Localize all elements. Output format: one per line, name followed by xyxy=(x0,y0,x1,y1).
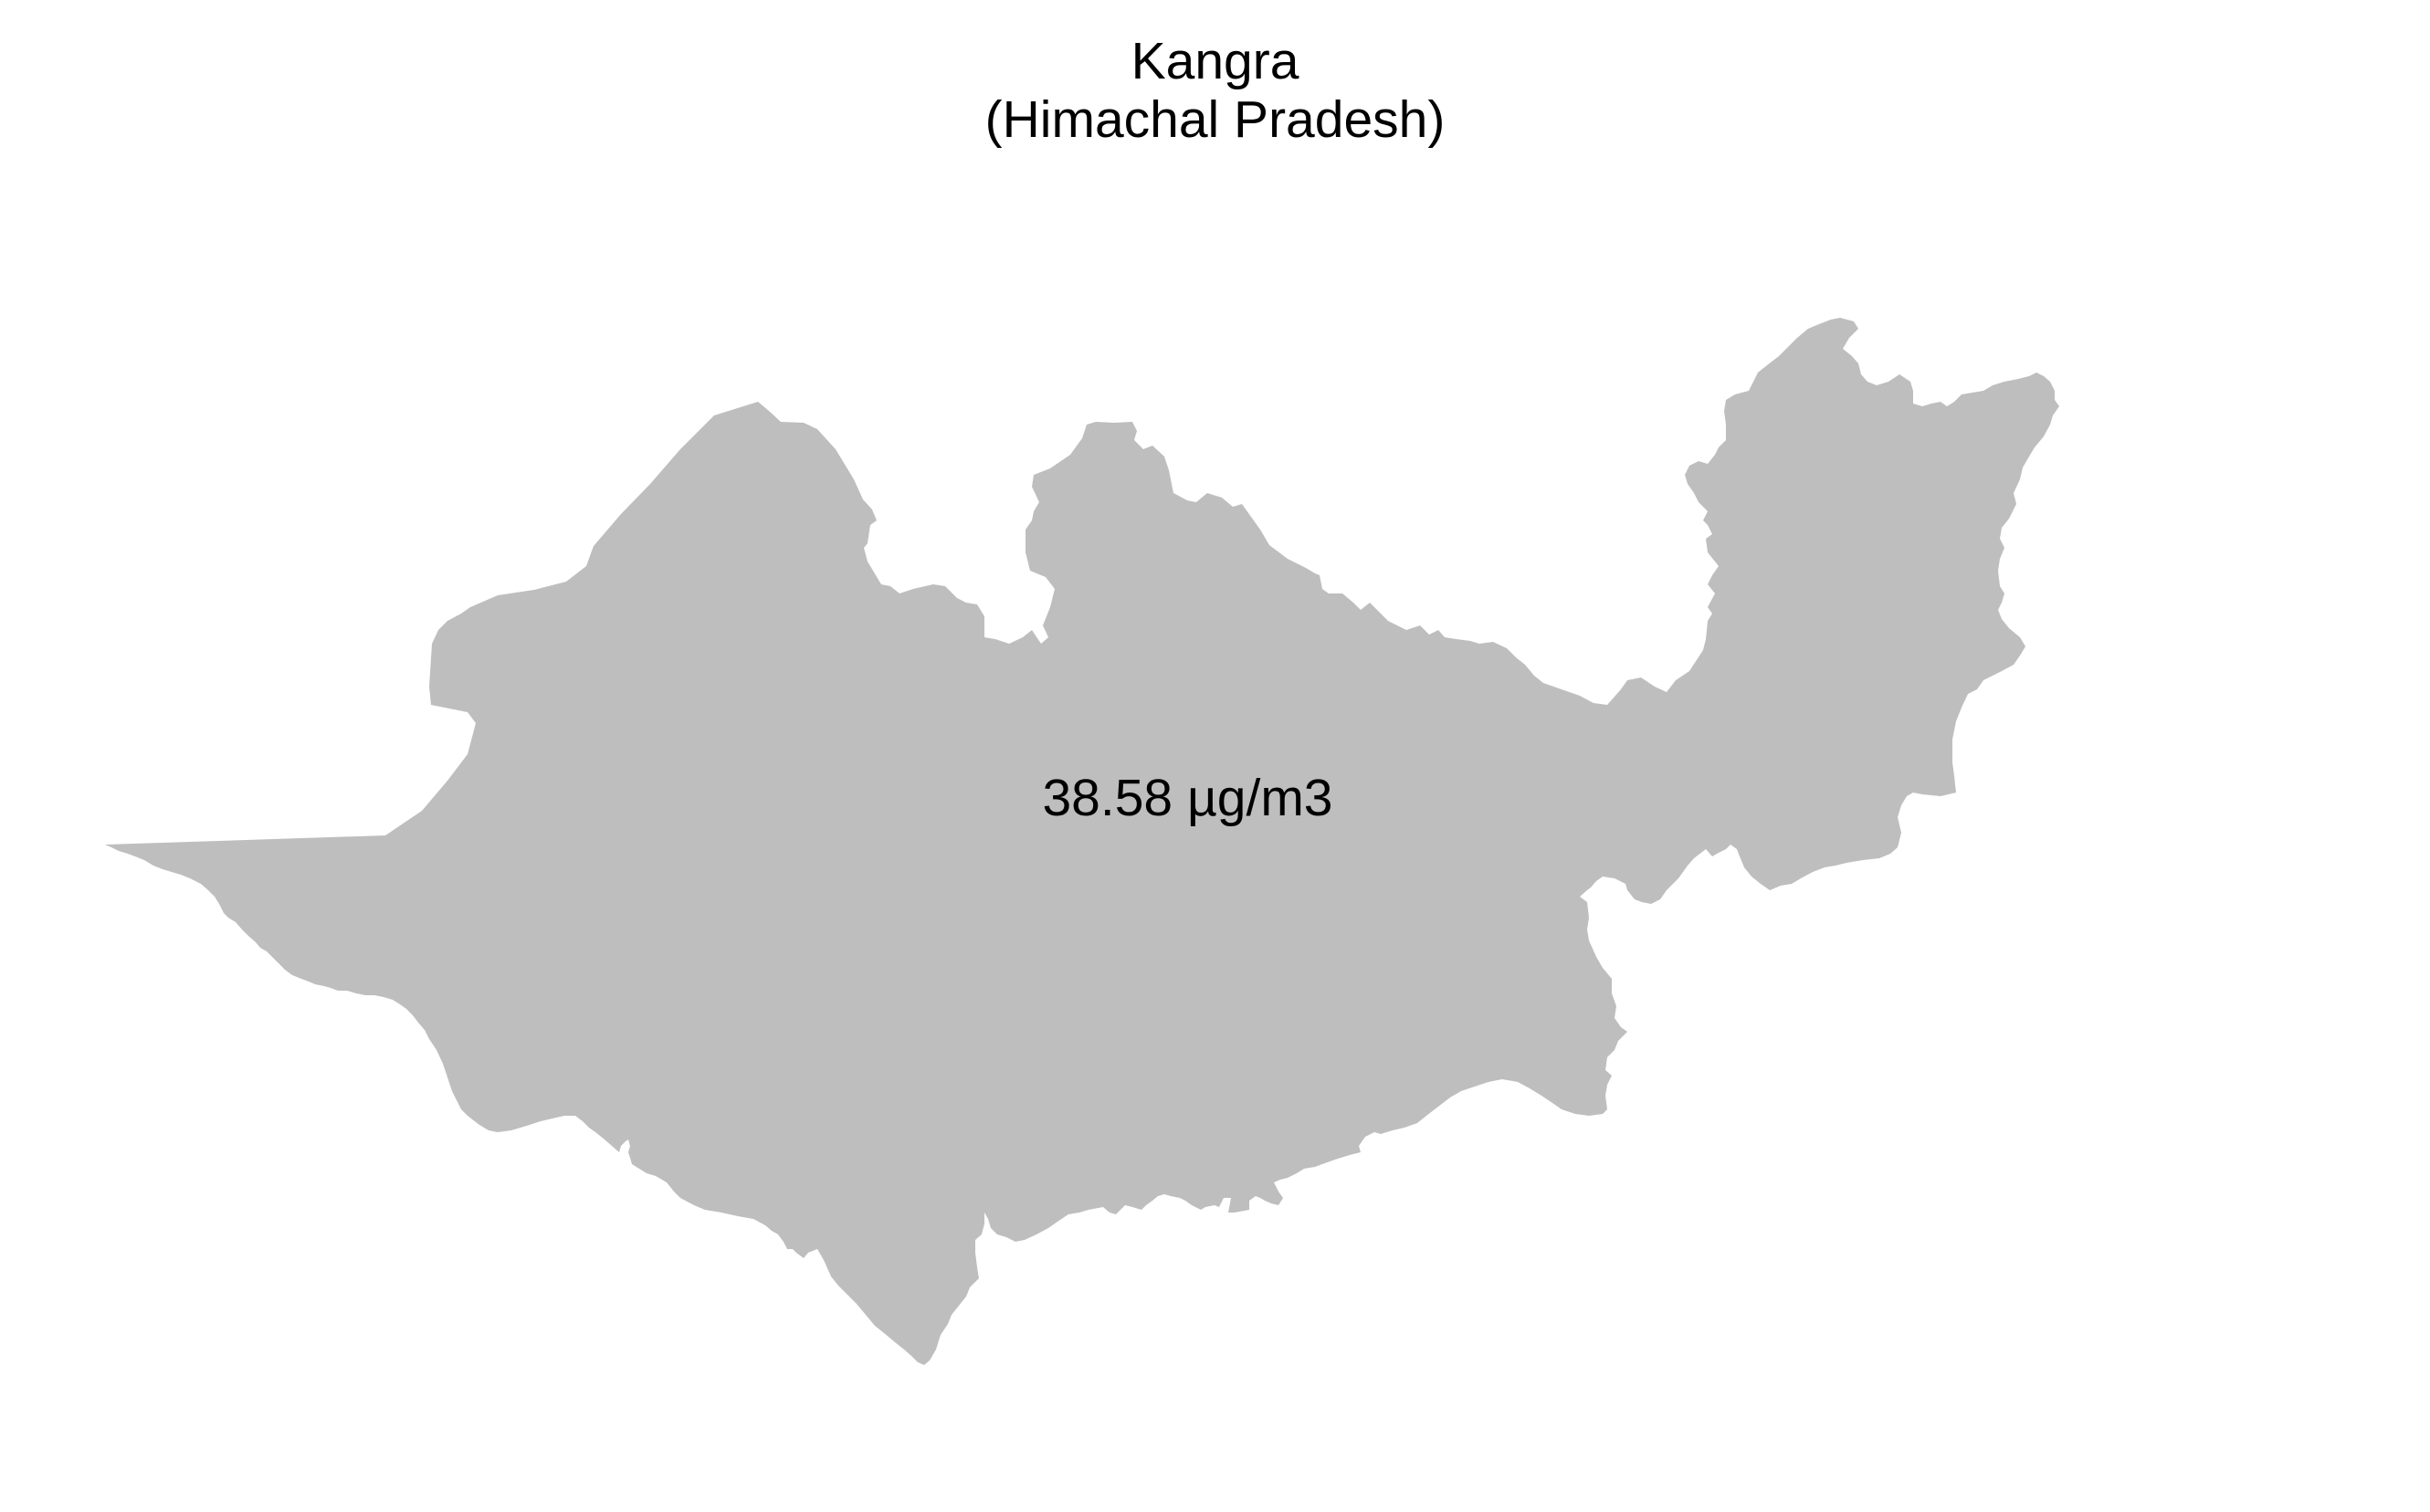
map-title: Kangra xyxy=(1131,32,1299,90)
district-value-label: 38.58 µg/m3 xyxy=(1042,769,1333,827)
district-boundary-kangra xyxy=(105,318,2059,1365)
map-subtitle: (Himachal Pradesh) xyxy=(984,90,1446,149)
map-title-block: Kangra (Himachal Pradesh) xyxy=(0,33,2430,150)
